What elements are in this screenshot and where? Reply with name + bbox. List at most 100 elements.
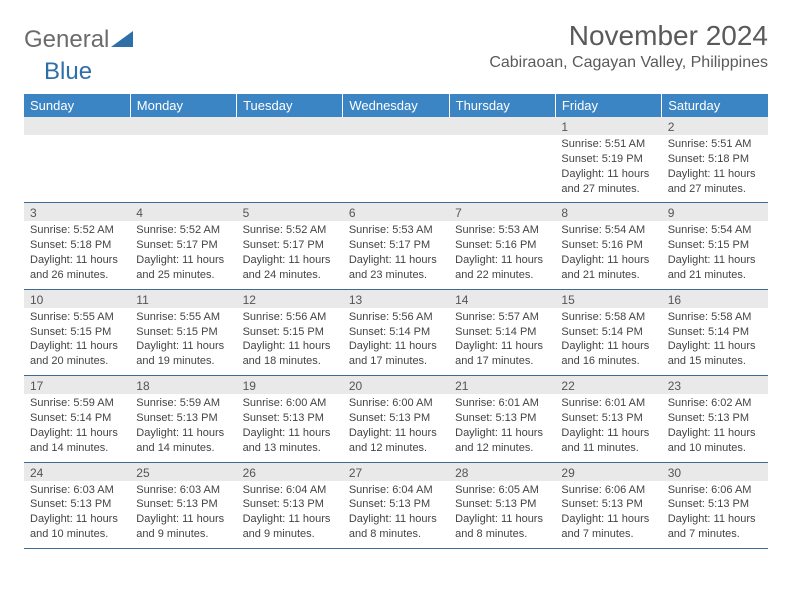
calendar-day-cell: 29Sunrise: 6:06 AMSunset: 5:13 PMDayligh…	[555, 462, 661, 548]
dow-row: Sunday Monday Tuesday Wednesday Thursday…	[24, 94, 768, 117]
dow-wed: Wednesday	[343, 94, 449, 117]
sunrise-text: Sunrise: 6:02 AM	[668, 396, 762, 411]
day-body: Sunrise: 6:02 AMSunset: 5:13 PMDaylight:…	[662, 394, 768, 461]
day-number-strip: 21	[449, 376, 555, 394]
day-number-strip: 28	[449, 463, 555, 481]
sunrise-text: Sunrise: 5:55 AM	[30, 310, 124, 325]
sunrise-text: Sunrise: 6:06 AM	[561, 483, 655, 498]
sunrise-text: Sunrise: 6:00 AM	[349, 396, 443, 411]
day-number-strip	[237, 117, 343, 135]
calendar-day-cell: 15Sunrise: 5:58 AMSunset: 5:14 PMDayligh…	[555, 289, 661, 375]
sunset-text: Sunset: 5:13 PM	[243, 411, 337, 426]
calendar-week-row: 17Sunrise: 5:59 AMSunset: 5:14 PMDayligh…	[24, 376, 768, 462]
day-number-strip: 1	[555, 117, 661, 135]
daylight-text: Daylight: 11 hours and 24 minutes.	[243, 253, 337, 283]
daylight-text: Daylight: 11 hours and 10 minutes.	[668, 426, 762, 456]
calendar-table: Sunday Monday Tuesday Wednesday Thursday…	[24, 94, 768, 549]
sunrise-text: Sunrise: 5:51 AM	[561, 137, 655, 152]
day-number-strip: 20	[343, 376, 449, 394]
day-body: Sunrise: 5:52 AMSunset: 5:17 PMDaylight:…	[130, 221, 236, 288]
day-number-strip: 30	[662, 463, 768, 481]
day-body: Sunrise: 5:56 AMSunset: 5:14 PMDaylight:…	[343, 308, 449, 375]
day-number-strip: 24	[24, 463, 130, 481]
day-body: Sunrise: 5:54 AMSunset: 5:15 PMDaylight:…	[662, 221, 768, 288]
day-number-strip: 23	[662, 376, 768, 394]
sunset-text: Sunset: 5:17 PM	[349, 238, 443, 253]
sunrise-text: Sunrise: 5:51 AM	[668, 137, 762, 152]
day-body: Sunrise: 6:04 AMSunset: 5:13 PMDaylight:…	[237, 481, 343, 548]
month-title: November 2024	[489, 20, 768, 52]
sunset-text: Sunset: 5:18 PM	[30, 238, 124, 253]
sunset-text: Sunset: 5:13 PM	[30, 497, 124, 512]
title-block: November 2024 Cabiraoan, Cagayan Valley,…	[489, 20, 768, 72]
calendar-day-cell	[449, 117, 555, 203]
calendar-day-cell: 1Sunrise: 5:51 AMSunset: 5:19 PMDaylight…	[555, 117, 661, 203]
day-body: Sunrise: 6:05 AMSunset: 5:13 PMDaylight:…	[449, 481, 555, 548]
daylight-text: Daylight: 11 hours and 19 minutes.	[136, 339, 230, 369]
daylight-text: Daylight: 11 hours and 26 minutes.	[30, 253, 124, 283]
sunset-text: Sunset: 5:15 PM	[668, 238, 762, 253]
daylight-text: Daylight: 11 hours and 25 minutes.	[136, 253, 230, 283]
calendar-body: 1Sunrise: 5:51 AMSunset: 5:19 PMDaylight…	[24, 117, 768, 548]
day-body: Sunrise: 5:59 AMSunset: 5:13 PMDaylight:…	[130, 394, 236, 461]
daylight-text: Daylight: 11 hours and 27 minutes.	[668, 167, 762, 197]
dow-thu: Thursday	[449, 94, 555, 117]
logo-triangle-icon	[111, 29, 133, 52]
day-number-strip: 4	[130, 203, 236, 221]
calendar-day-cell: 16Sunrise: 5:58 AMSunset: 5:14 PMDayligh…	[662, 289, 768, 375]
sunrise-text: Sunrise: 5:54 AM	[561, 223, 655, 238]
day-body: Sunrise: 6:03 AMSunset: 5:13 PMDaylight:…	[130, 481, 236, 548]
dow-tue: Tuesday	[237, 94, 343, 117]
sunrise-text: Sunrise: 5:53 AM	[349, 223, 443, 238]
logo: General	[24, 20, 133, 54]
day-number-strip: 25	[130, 463, 236, 481]
sunrise-text: Sunrise: 6:06 AM	[668, 483, 762, 498]
daylight-text: Daylight: 11 hours and 10 minutes.	[30, 512, 124, 542]
sunrise-text: Sunrise: 6:03 AM	[30, 483, 124, 498]
calendar-day-cell: 10Sunrise: 5:55 AMSunset: 5:15 PMDayligh…	[24, 289, 130, 375]
dow-mon: Monday	[130, 94, 236, 117]
sunset-text: Sunset: 5:13 PM	[136, 411, 230, 426]
day-number-strip: 2	[662, 117, 768, 135]
day-body: Sunrise: 5:51 AMSunset: 5:18 PMDaylight:…	[662, 135, 768, 202]
daylight-text: Daylight: 11 hours and 12 minutes.	[455, 426, 549, 456]
sunset-text: Sunset: 5:13 PM	[668, 411, 762, 426]
day-body: Sunrise: 5:58 AMSunset: 5:14 PMDaylight:…	[555, 308, 661, 375]
day-body: Sunrise: 5:53 AMSunset: 5:16 PMDaylight:…	[449, 221, 555, 288]
day-body: Sunrise: 5:57 AMSunset: 5:14 PMDaylight:…	[449, 308, 555, 375]
calendar-day-cell: 4Sunrise: 5:52 AMSunset: 5:17 PMDaylight…	[130, 203, 236, 289]
sunrise-text: Sunrise: 5:59 AM	[30, 396, 124, 411]
calendar-day-cell: 11Sunrise: 5:55 AMSunset: 5:15 PMDayligh…	[130, 289, 236, 375]
day-body	[24, 135, 130, 193]
calendar-week-row: 3Sunrise: 5:52 AMSunset: 5:18 PMDaylight…	[24, 203, 768, 289]
day-body: Sunrise: 6:06 AMSunset: 5:13 PMDaylight:…	[662, 481, 768, 548]
day-body: Sunrise: 5:53 AMSunset: 5:17 PMDaylight:…	[343, 221, 449, 288]
sunset-text: Sunset: 5:14 PM	[455, 325, 549, 340]
sunset-text: Sunset: 5:16 PM	[455, 238, 549, 253]
calendar-day-cell: 27Sunrise: 6:04 AMSunset: 5:13 PMDayligh…	[343, 462, 449, 548]
daylight-text: Daylight: 11 hours and 14 minutes.	[30, 426, 124, 456]
day-number-strip: 12	[237, 290, 343, 308]
daylight-text: Daylight: 11 hours and 17 minutes.	[455, 339, 549, 369]
calendar-day-cell: 9Sunrise: 5:54 AMSunset: 5:15 PMDaylight…	[662, 203, 768, 289]
daylight-text: Daylight: 11 hours and 21 minutes.	[668, 253, 762, 283]
sunrise-text: Sunrise: 5:55 AM	[136, 310, 230, 325]
calendar-day-cell: 28Sunrise: 6:05 AMSunset: 5:13 PMDayligh…	[449, 462, 555, 548]
calendar-day-cell	[24, 117, 130, 203]
calendar-day-cell: 14Sunrise: 5:57 AMSunset: 5:14 PMDayligh…	[449, 289, 555, 375]
day-body: Sunrise: 6:01 AMSunset: 5:13 PMDaylight:…	[555, 394, 661, 461]
day-body	[237, 135, 343, 193]
sunset-text: Sunset: 5:17 PM	[136, 238, 230, 253]
sunset-text: Sunset: 5:18 PM	[668, 152, 762, 167]
sunrise-text: Sunrise: 5:52 AM	[243, 223, 337, 238]
sunrise-text: Sunrise: 5:56 AM	[243, 310, 337, 325]
calendar-day-cell	[343, 117, 449, 203]
day-body	[343, 135, 449, 193]
day-number-strip: 17	[24, 376, 130, 394]
calendar-day-cell: 26Sunrise: 6:04 AMSunset: 5:13 PMDayligh…	[237, 462, 343, 548]
daylight-text: Daylight: 11 hours and 12 minutes.	[349, 426, 443, 456]
day-body: Sunrise: 5:55 AMSunset: 5:15 PMDaylight:…	[130, 308, 236, 375]
sunset-text: Sunset: 5:13 PM	[455, 497, 549, 512]
daylight-text: Daylight: 11 hours and 27 minutes.	[561, 167, 655, 197]
daylight-text: Daylight: 11 hours and 7 minutes.	[668, 512, 762, 542]
